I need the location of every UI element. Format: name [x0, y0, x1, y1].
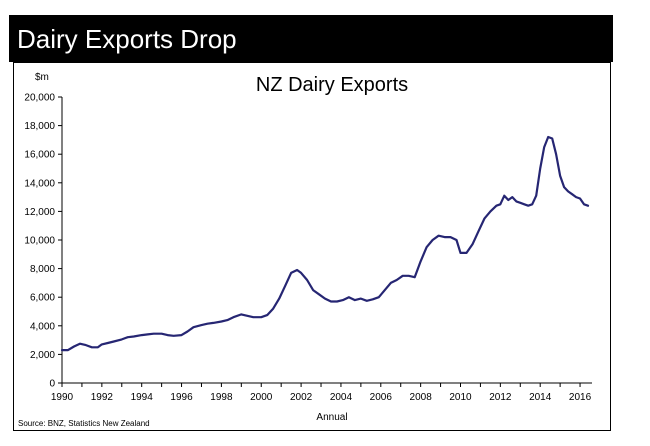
- x-tick-label: 2012: [489, 392, 512, 403]
- y-tick-label: 18,000: [24, 121, 55, 132]
- chart-title: NZ Dairy Exports: [256, 74, 408, 96]
- y-tick-label: 0: [49, 379, 55, 390]
- x-tick-label: 1994: [131, 392, 154, 403]
- series-line-0: [60, 135, 590, 352]
- x-tick-label: 2016: [569, 392, 592, 403]
- chart-frame: [13, 62, 611, 431]
- banner: Dairy Exports Drop: [9, 15, 613, 62]
- x-tick-label: 2006: [370, 392, 393, 403]
- x-tick-label: 2008: [410, 392, 433, 403]
- y-tick-label: 6,000: [30, 293, 55, 304]
- x-tick-label: 1990: [51, 392, 74, 403]
- x-tick-label: 2014: [529, 392, 552, 403]
- y-tick-label: 10,000: [24, 236, 55, 247]
- y-tick-label: 8,000: [30, 264, 55, 275]
- x-tick-label: 1998: [210, 392, 233, 403]
- y-tick-label: 2,000: [30, 350, 55, 361]
- x-tick-label: 1996: [170, 392, 193, 403]
- banner-title: Dairy Exports Drop: [17, 24, 237, 54]
- y-axis-label: $m: [35, 72, 49, 83]
- x-tick-label: 2002: [290, 392, 313, 403]
- y-tick-label: 16,000: [24, 150, 55, 161]
- y-tick-label: 12,000: [24, 207, 55, 218]
- x-axis-label: Annual: [316, 412, 347, 423]
- x-tick-label: 1992: [91, 392, 114, 403]
- x-tick-label: 2004: [330, 392, 353, 403]
- source-note: Source: BNZ, Statistics New Zealand: [18, 419, 150, 428]
- y-tick-label: 4,000: [30, 321, 55, 332]
- x-tick-label: 2010: [449, 392, 472, 403]
- y-tick-label: 20,000: [24, 93, 55, 104]
- x-tick-label: 2000: [250, 392, 273, 403]
- y-tick-label: 14,000: [24, 178, 55, 189]
